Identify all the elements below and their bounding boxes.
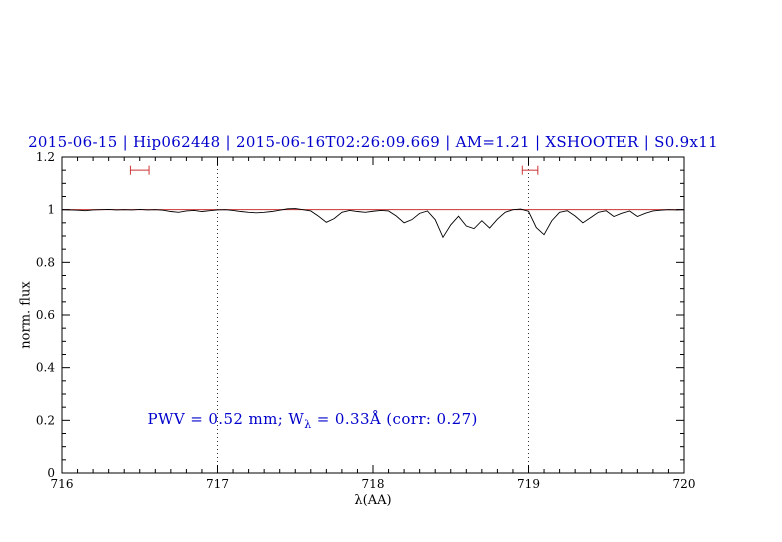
pwv-annotation: PWV = 0.52 mm; Wλ = 0.33Å (corr: 0.27) — [148, 410, 478, 431]
pwv-annotation-subscript: λ — [304, 418, 312, 432]
y-tick-label: 1 — [47, 203, 55, 217]
y-tick-label: 0.8 — [36, 255, 55, 269]
x-tick-label: 720 — [673, 477, 696, 491]
spectrum-line — [61, 208, 685, 239]
y-tick-label: 1.2 — [36, 150, 55, 164]
x-tick-label: 716 — [51, 477, 74, 491]
y-tick-label: 0.6 — [36, 308, 55, 322]
pwv-annotation-prefix: PWV = 0.52 mm; W — [147, 410, 305, 429]
y-tick-label: 0.4 — [36, 361, 55, 375]
plot-title: 2015-06-15 | Hip062448 | 2015-06-16T02:2… — [28, 133, 718, 151]
x-axis-label: λ(AA) — [354, 493, 392, 508]
x-tick-label: 717 — [206, 477, 229, 491]
x-tick-label: 719 — [517, 477, 540, 491]
y-tick-label: 0 — [47, 466, 55, 480]
pwv-annotation-suffix: = 0.33Å (corr: 0.27) — [311, 410, 478, 429]
y-tick-label: 0.2 — [36, 413, 55, 427]
plot-frame — [61, 156, 685, 474]
x-tick-label: 718 — [362, 477, 385, 491]
